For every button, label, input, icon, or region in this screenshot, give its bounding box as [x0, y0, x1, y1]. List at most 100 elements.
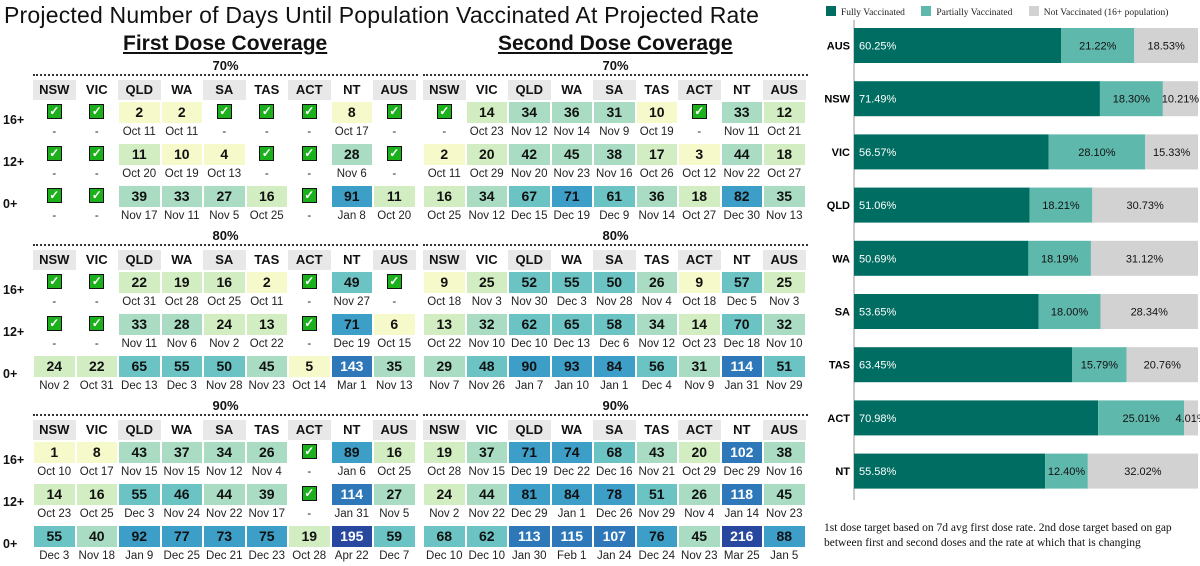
date-value: - — [307, 168, 312, 180]
days-value: 89 — [331, 442, 372, 463]
date-value: Nov 24 — [163, 508, 200, 520]
date-value: Dec 25 — [163, 550, 200, 562]
days-value: 84 — [594, 356, 635, 377]
days-value: 25 — [764, 272, 805, 293]
row-label-12plus: 12+ — [3, 155, 25, 169]
days-value: 18 — [764, 144, 805, 165]
date-value: Nov 15 — [121, 466, 158, 478]
date-value: Jan 30 — [511, 550, 547, 562]
days-value: 33 — [161, 186, 202, 207]
days-value: 39 — [119, 186, 160, 207]
date-value: Oct 22 — [427, 338, 462, 350]
days-value: 37 — [466, 442, 507, 463]
category-label-wa: WA — [832, 253, 850, 265]
bar-aus-series-1 — [1061, 28, 1135, 63]
bar-label-wa-series-0: 50.69% — [859, 253, 897, 265]
date-value: Nov 16 — [766, 466, 803, 478]
date-value: Dec 23 — [248, 550, 285, 562]
days-value: 93 — [551, 356, 592, 377]
days-value: 13 — [424, 314, 465, 335]
days-value: 88 — [764, 526, 805, 547]
state-header-wa: WA — [160, 420, 203, 440]
checkmark-icon: ✓ — [216, 104, 232, 119]
date-value: Oct 28 — [427, 466, 462, 478]
table-row: 68 Dec 10 62 Dec 10 113 Jan 30 115 Feb 1 107 Jan … — [423, 526, 808, 566]
row-label-16plus: 16+ — [3, 113, 25, 127]
checkmark-icon: ✓ — [301, 146, 317, 161]
date-value: - — [52, 126, 57, 138]
bar-vic-series-2 — [1145, 134, 1198, 170]
bar-vic-series-1 — [1048, 134, 1146, 170]
state-header-nt: NT — [720, 250, 763, 270]
date-value: - — [94, 296, 99, 308]
days-value: 26 — [679, 484, 720, 505]
date-value: Nov 23 — [553, 168, 590, 180]
date-value: Oct 29 — [682, 466, 717, 478]
date-value: Oct 11 — [427, 168, 461, 180]
days-value: 59 — [374, 526, 415, 547]
bar-wa-series-1 — [1028, 240, 1091, 276]
category-label-nt: NT — [835, 466, 850, 478]
days-value: 14 — [34, 484, 75, 505]
date-value: Dec 19 — [511, 466, 548, 478]
days-value: 22 — [76, 356, 117, 377]
table-row: 1 Oct 10 8 Oct 17 43 Nov 15 37 Nov 15 34 Nov 12 26… — [33, 442, 418, 482]
days-value: 34 — [204, 442, 245, 463]
days-value: 32 — [764, 314, 805, 335]
legend-fully: Fully Vaccinated — [826, 6, 905, 18]
days-value: 115 — [551, 526, 592, 547]
date-value: Oct 17 — [334, 126, 369, 138]
days-value: 35 — [764, 186, 805, 207]
first-dose-title: First Dose Coverage — [123, 32, 328, 55]
date-value: Nov 22 — [468, 508, 505, 520]
table-row: 16 Oct 25 34 Nov 12 67 Dec 15 71 Dec 19 61 Dec 9 3… — [423, 186, 808, 226]
date-value: Nov 27 — [333, 296, 370, 308]
days-value: 71 — [331, 314, 372, 335]
days-value: 16 — [204, 272, 245, 293]
days-value: 62 — [509, 314, 550, 335]
checkmark-icon: ✓ — [386, 274, 402, 289]
days-value: 35 — [374, 356, 415, 377]
row-label-16plus: 16+ — [3, 453, 25, 467]
bar-qld-series-2 — [1092, 187, 1198, 223]
category-label-aus: AUS — [827, 41, 850, 53]
state-header-nt: NT — [720, 80, 763, 100]
days-value: 38 — [764, 442, 805, 463]
date-value: - — [697, 126, 702, 138]
days-value: 65 — [551, 314, 592, 335]
days-value: 28 — [331, 144, 372, 165]
state-header-row: NSW VIC QLD WA SA TAS ACT NT AUS — [423, 420, 808, 440]
table-row: ✓ - ✓ - 22 Oct 31 19 Oct 28 16 Oct 25 2 Oct 11 ✓ - 49 N… — [33, 272, 418, 312]
state-header-wa: WA — [550, 80, 593, 100]
days-value: 39 — [246, 484, 287, 505]
date-value: Apr 22 — [334, 550, 369, 562]
date-value: Nov 9 — [684, 380, 715, 392]
date-value: Nov 28 — [596, 296, 633, 308]
date-value: Oct 26 — [639, 168, 674, 180]
bar-label-nsw-series-2: 10.21% — [1162, 94, 1200, 106]
date-value: - — [264, 168, 269, 180]
days-value: 61 — [594, 186, 635, 207]
state-header-qld: QLD — [118, 250, 161, 270]
bar-label-nt-series-1: 12.40% — [1048, 466, 1086, 478]
category-label-vic: VIC — [832, 147, 850, 159]
days-value: 68 — [424, 526, 465, 547]
days-value: 45 — [679, 526, 720, 547]
days-value: 45 — [764, 484, 805, 505]
state-header-sa: SA — [203, 420, 246, 440]
date-value: Dec 16 — [596, 466, 633, 478]
days-value: 67 — [509, 186, 550, 207]
days-value: 27 — [374, 484, 415, 505]
days-value: 43 — [636, 442, 677, 463]
date-value: - — [264, 126, 269, 138]
days-value: 77 — [161, 526, 202, 547]
state-header-nt: NT — [330, 80, 373, 100]
checkmark-icon: ✓ — [46, 104, 62, 119]
state-header-aus: AUS — [763, 250, 806, 270]
state-header-sa: SA — [203, 80, 246, 100]
date-value: Nov 16 — [596, 168, 633, 180]
date-value: - — [442, 126, 447, 138]
date-value: Nov 22 — [206, 508, 243, 520]
date-value: Jan 1 — [557, 508, 586, 520]
date-value: Oct 22 — [249, 338, 284, 350]
